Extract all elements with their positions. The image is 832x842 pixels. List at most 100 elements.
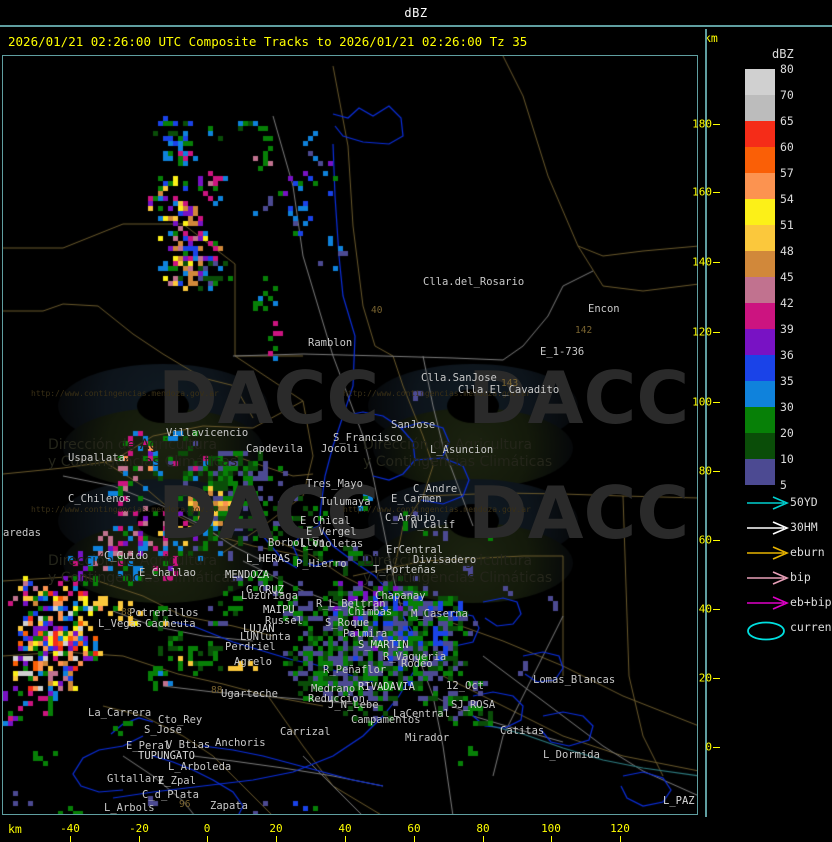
- x-axis-tick-label: 40: [338, 822, 352, 835]
- track-legend-row: current: [742, 616, 832, 641]
- x-axis-tick-mark: [276, 836, 277, 842]
- color-scale-value: 65: [780, 114, 794, 128]
- reflectivity-canvas: [3, 56, 697, 814]
- track-legend-label: eburn: [790, 545, 825, 559]
- x-axis-tick-label: 80: [476, 822, 490, 835]
- y-axis-tick-mark: [713, 332, 720, 333]
- color-scale-value: 30: [780, 400, 794, 414]
- x-axis-tick-mark: [70, 836, 71, 842]
- color-scale-value: 36: [780, 348, 794, 362]
- y-axis-tick-label: 60: [698, 533, 712, 547]
- x-axis-tick-mark: [483, 836, 484, 842]
- color-scale-swatch: [745, 225, 775, 251]
- y-axis: 180 160 140 120 100 80 60 40 20 0: [692, 55, 740, 820]
- color-scale-swatch: [745, 69, 775, 95]
- x-axis-tick-label: 60: [407, 822, 421, 835]
- color-scale-value: 45: [780, 270, 794, 284]
- color-scale-value: 39: [780, 322, 794, 336]
- track-legend-row: bip: [742, 566, 832, 591]
- y-axis-tick-label: 160: [692, 185, 712, 199]
- color-scale-swatch: [745, 251, 775, 277]
- x-axis-tick-label: 120: [610, 822, 630, 835]
- color-scale-value: 57: [780, 166, 794, 180]
- color-scale-swatch: [745, 95, 775, 121]
- color-scale-value: 48: [780, 244, 794, 258]
- color-scale-value: 42: [780, 296, 794, 310]
- color-scale-value: 60: [780, 140, 794, 154]
- y-axis-tick-mark: [713, 262, 720, 263]
- x-axis: -40 -20 0 20 40 60 80 100 120: [0, 818, 700, 842]
- arrow-icon: [747, 596, 790, 610]
- arrow-icon: [747, 521, 790, 535]
- color-scale-swatch: [745, 303, 775, 329]
- y-axis-tick-mark: [713, 747, 720, 748]
- color-scale-value: 54: [780, 192, 794, 206]
- color-scale-value: 80: [780, 62, 794, 76]
- color-scale-value: 20: [780, 426, 794, 440]
- x-axis-tick-label: 0: [203, 822, 211, 835]
- window-titlebar: dBZ: [0, 0, 832, 27]
- color-scale-value: 5: [780, 478, 787, 492]
- status-text: 2026/01/21 02:26:00 UTC Composite Tracks…: [8, 33, 528, 49]
- x-axis-tick-mark: [551, 836, 552, 842]
- map-panel[interactable]: DACC DACC DACC DACC Dirección de Agricultura…: [2, 55, 700, 817]
- track-legend-label: current: [790, 620, 832, 634]
- color-scale-value: 35: [780, 374, 794, 388]
- y-axis-tick-label: 40: [698, 602, 712, 616]
- km-label-bottom: km: [8, 822, 22, 836]
- color-scale-swatch: [745, 355, 775, 381]
- track-legend: 50YD 30HM eburn bip eb+bip current: [742, 491, 832, 641]
- color-scale-bar: [745, 69, 775, 485]
- x-axis-tick-mark: [139, 836, 140, 842]
- y-axis-tick-label: 20: [698, 671, 712, 685]
- x-axis-tick-mark: [345, 836, 346, 842]
- y-axis-tick-label: 120: [692, 325, 712, 339]
- color-scale-swatch: [745, 459, 775, 485]
- track-legend-row: eburn: [742, 541, 832, 566]
- track-legend-label: 50YD: [790, 495, 818, 509]
- color-scale-value: 10: [780, 452, 794, 466]
- x-axis-tick-mark: [414, 836, 415, 842]
- x-axis-tick-label: 100: [541, 822, 561, 835]
- y-axis-tick-mark: [713, 471, 720, 472]
- color-scale-swatch: [745, 173, 775, 199]
- color-scale-swatch: [745, 381, 775, 407]
- x-axis-tick-label: -20: [129, 822, 149, 835]
- current-ellipse-icon: [747, 621, 785, 641]
- x-axis-tick-mark: [207, 836, 208, 842]
- y-axis-tick-mark: [713, 678, 720, 679]
- color-scale-value: 51: [780, 218, 794, 232]
- color-scale-swatch: [745, 329, 775, 355]
- x-axis-tick-label: -40: [60, 822, 80, 835]
- color-scale-swatch: [745, 121, 775, 147]
- map-frame[interactable]: DACC DACC DACC DACC Dirección de Agricultura…: [2, 55, 698, 815]
- legend-panel: dBZ 80 70 65 60 57 54 51 48 45 42 39 36 35 30 20 10 5 50…: [740, 29, 832, 819]
- y-axis-tick-mark: [713, 609, 720, 610]
- y-axis-tick-label: 80: [698, 464, 712, 478]
- track-legend-label: 30HM: [790, 520, 818, 534]
- legend-title: dBZ: [772, 47, 794, 61]
- track-legend-row: eb+bip: [742, 591, 832, 616]
- y-axis-tick-mark: [713, 124, 720, 125]
- track-legend-label: bip: [790, 570, 811, 584]
- arrow-icon: [747, 496, 790, 510]
- km-label-top: km: [704, 31, 718, 45]
- color-scale-swatch: [745, 277, 775, 303]
- panel-divider: [705, 29, 707, 817]
- color-scale-swatch: [745, 147, 775, 173]
- track-legend-label: eb+bip: [790, 595, 832, 609]
- y-axis-tick-label: 0: [705, 740, 712, 754]
- x-axis-tick-mark: [620, 836, 621, 842]
- y-axis-tick-mark: [713, 402, 720, 403]
- color-scale-swatch: [745, 433, 775, 459]
- window-title: dBZ: [404, 5, 428, 20]
- y-axis-tick-label: 140: [692, 255, 712, 269]
- y-axis-tick-label: 180: [692, 117, 712, 131]
- y-axis-tick-mark: [713, 192, 720, 193]
- track-legend-row: 50YD: [742, 491, 832, 516]
- status-line: 2026/01/21 02:26:00 UTC Composite Tracks…: [2, 29, 728, 53]
- track-legend-row: 30HM: [742, 516, 832, 541]
- x-axis-tick-label: 20: [269, 822, 283, 835]
- color-scale-swatch: [745, 407, 775, 433]
- arrow-icon: [747, 546, 790, 560]
